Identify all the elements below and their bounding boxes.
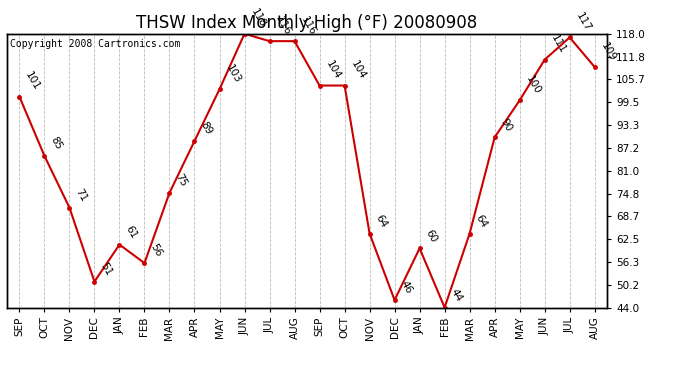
Text: 117: 117 (574, 11, 593, 33)
Text: 118: 118 (248, 8, 267, 30)
Text: 100: 100 (524, 74, 542, 96)
Text: 64: 64 (474, 213, 489, 230)
Text: 61: 61 (124, 224, 139, 240)
Title: THSW Index Monthly High (°F) 20080908: THSW Index Monthly High (°F) 20080908 (137, 14, 477, 32)
Text: 104: 104 (348, 59, 367, 81)
Text: 101: 101 (23, 70, 42, 93)
Text: 103: 103 (224, 63, 242, 85)
Text: 104: 104 (324, 59, 342, 81)
Text: 75: 75 (174, 172, 189, 189)
Text: 44: 44 (448, 287, 464, 303)
Text: 89: 89 (199, 120, 214, 137)
Text: 111: 111 (549, 33, 567, 56)
Text: 109: 109 (599, 41, 618, 63)
Text: 51: 51 (99, 261, 114, 278)
Text: 71: 71 (74, 187, 89, 204)
Text: 46: 46 (399, 279, 414, 296)
Text: 116: 116 (299, 15, 317, 37)
Text: 56: 56 (148, 243, 164, 259)
Text: Copyright 2008 Cartronics.com: Copyright 2008 Cartronics.com (10, 39, 180, 49)
Text: 116: 116 (274, 15, 293, 37)
Text: 90: 90 (499, 117, 514, 133)
Text: 64: 64 (374, 213, 389, 230)
Text: 85: 85 (48, 135, 64, 152)
Text: 60: 60 (424, 228, 439, 244)
